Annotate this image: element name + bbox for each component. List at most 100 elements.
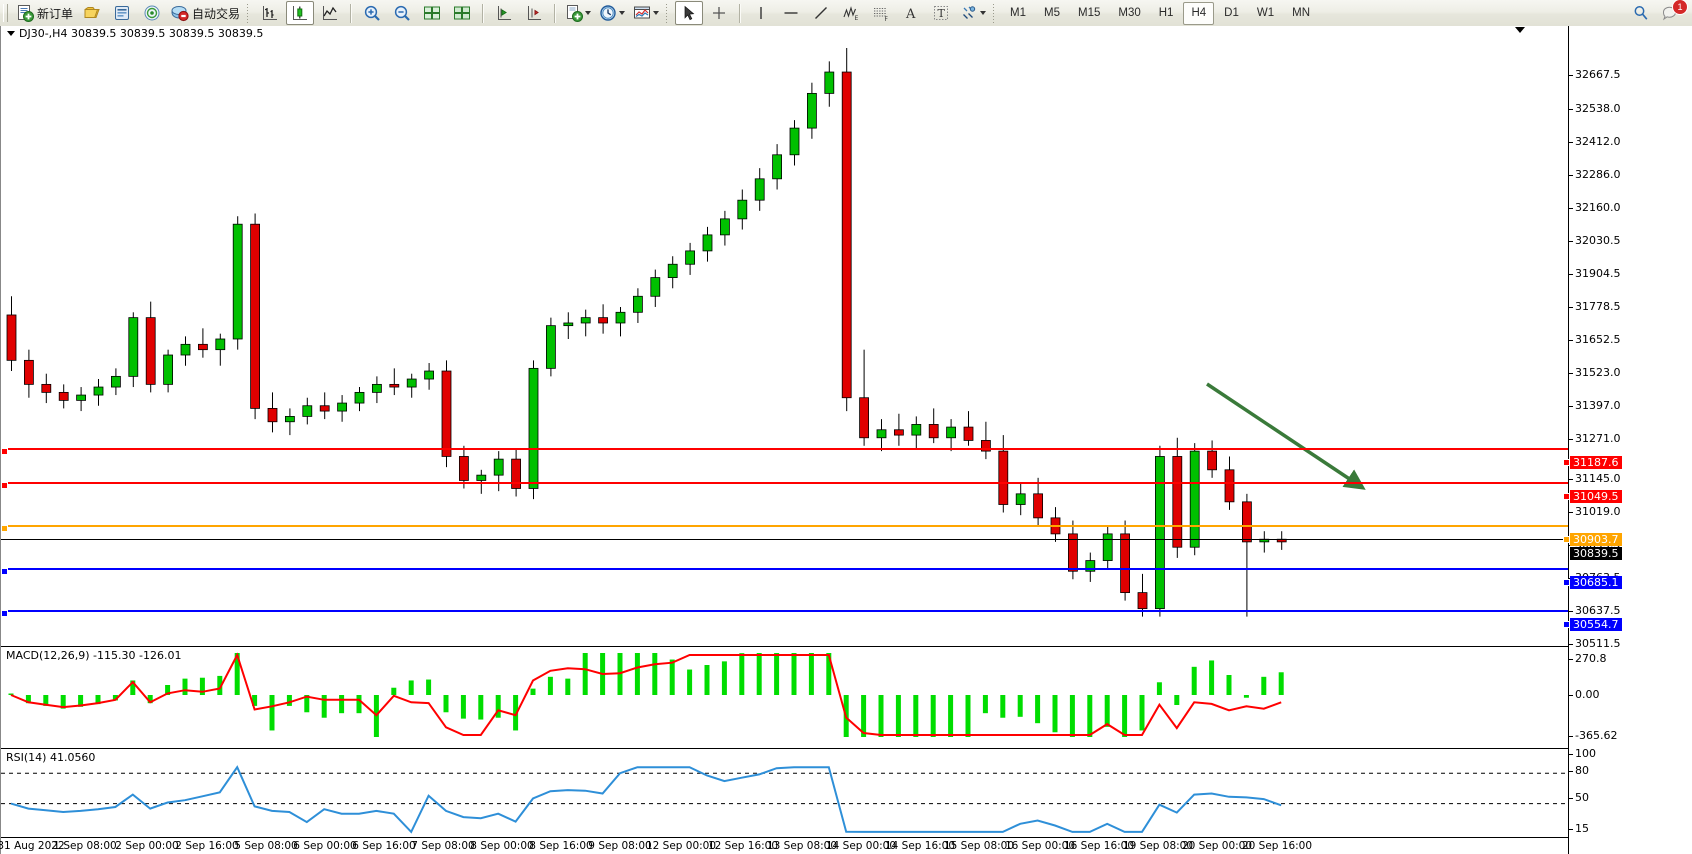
price-tick: 31523.0 (1569, 366, 1621, 379)
chart-shift-button[interactable] (490, 1, 518, 25)
crosshair-button[interactable] (705, 1, 733, 25)
chart-symbol-label: DJ30-,H4 30839.5 30839.5 30839.5 30839.5 (19, 26, 264, 40)
cursor-button[interactable] (675, 1, 704, 25)
toolbar-grip-3[interactable] (665, 3, 670, 23)
zoom-in-icon (364, 5, 380, 21)
auto-trading-label: 自动交易 (192, 6, 241, 21)
fibonacci-button[interactable]: F (867, 1, 895, 25)
support-line-2[interactable] (1, 610, 1569, 617)
auto-trading-button[interactable]: 自动交易 (168, 1, 243, 25)
resistance-2-handle[interactable] (1, 482, 8, 489)
pivot-line[interactable] (1, 525, 1569, 532)
price-pane[interactable] (1, 40, 1569, 646)
tile-windows-button[interactable] (418, 1, 446, 25)
support-1-handle[interactable] (1, 568, 8, 575)
chart-menu-caret-icon[interactable] (7, 30, 15, 36)
signals-button[interactable] (138, 1, 166, 25)
pivot-handle[interactable] (1, 525, 8, 532)
new-chart-button[interactable] (562, 1, 594, 25)
shapes-button[interactable] (957, 1, 989, 25)
chart-window[interactable]: DJ30-,H4 30839.5 30839.5 30839.5 30839.5 (0, 26, 1692, 854)
price-axis[interactable]: 32667.5 32538.0 32412.0 32286.0 32160.0 32030… (1563, 26, 1692, 854)
price-axis-label-support-2[interactable]: 30554.7 (1563, 618, 1622, 631)
line-chart-button[interactable] (316, 1, 344, 25)
resistance-line-1[interactable] (1, 448, 1569, 455)
timeframe-m30[interactable]: M30 (1118, 7, 1141, 19)
shapes-caret-icon[interactable] (980, 11, 987, 15)
search-icon (1634, 6, 1648, 20)
time-axis[interactable]: 31 Aug 2022 1 Sep 08:00 2 Sep 00:00 2 Sep 1… (0, 837, 1569, 854)
rsi-tick: 80 (1569, 764, 1589, 777)
price-tick: 30511.5 (1569, 637, 1621, 650)
price-tick: 32160.0 (1569, 201, 1621, 214)
search-button[interactable] (1627, 1, 1655, 25)
rsi-pane[interactable]: RSI(14) 41.0560 (1, 748, 1569, 843)
timeframe-m5[interactable]: M5 (1044, 7, 1060, 19)
price-axis-label-pivot[interactable]: 30903.7 (1563, 533, 1622, 546)
resistance-1-handle[interactable] (1, 448, 8, 455)
macd-tick: -365.62 (1569, 729, 1617, 742)
price-tick: 32286.0 (1569, 168, 1621, 181)
new-order-button[interactable]: 新订单 (13, 1, 76, 25)
zoom-in-button[interactable] (358, 1, 386, 25)
time-tick: 20 Sep 16:00 (1241, 840, 1313, 852)
bar-chart-button[interactable] (256, 1, 284, 25)
price-tick: 32538.0 (1569, 102, 1621, 115)
price-axis-label-current[interactable]: 30839.5 (1570, 547, 1622, 560)
level-handle[interactable] (1563, 536, 1570, 543)
folder-button[interactable] (78, 1, 106, 25)
level-handle[interactable] (1563, 621, 1570, 628)
time-tick: 12 Sep 00:00 (645, 840, 717, 852)
timeframe-h4[interactable]: H4 (1183, 1, 1215, 25)
rsi-series (1, 765, 1569, 834)
support-line-1[interactable] (1, 568, 1569, 575)
macd-pane[interactable]: MACD(12,26,9) -115.30 -126.01 (1, 646, 1569, 747)
vertical-line-button[interactable] (747, 1, 775, 25)
price-axis-label-support-1[interactable]: 30685.1 (1563, 576, 1622, 589)
timeframe-m1[interactable]: M1 (1010, 7, 1027, 19)
resistance-line-2[interactable] (1, 482, 1569, 489)
price-axis-label-resistance-2[interactable]: 31049.5 (1563, 490, 1622, 503)
timeframe-w1[interactable]: W1 (1256, 7, 1275, 19)
templates-button[interactable] (630, 1, 662, 25)
period-caret-icon[interactable] (619, 11, 626, 15)
support-2-handle[interactable] (1, 610, 8, 617)
folder-icon (84, 7, 100, 18)
time-tick: 16 Sep 16:00 (1063, 840, 1135, 852)
scroll-anchor-caret-icon[interactable] (1515, 27, 1525, 33)
data-window-button[interactable] (448, 1, 476, 25)
templates-caret-icon[interactable] (653, 11, 660, 15)
level-handle[interactable] (1563, 579, 1570, 586)
zoom-out-button[interactable] (388, 1, 416, 25)
time-tick: 6 Sep 00:00 (293, 840, 357, 852)
toolbar-grip-1[interactable] (3, 4, 8, 22)
chat-button[interactable]: 1 (1657, 0, 1688, 25)
macd-tick: 0.00 (1569, 688, 1600, 701)
timeframe-h1[interactable]: H1 (1158, 7, 1174, 19)
time-tick: 12 Sep 16:00 (707, 840, 779, 852)
toolbar-grip-4[interactable] (992, 3, 997, 23)
trendline-button[interactable] (807, 1, 835, 25)
time-tick: 5 Sep 08:00 (234, 840, 298, 852)
level-handle[interactable] (1563, 459, 1570, 466)
horizontal-line-button[interactable] (777, 1, 805, 25)
templates-icon (634, 6, 651, 19)
price-tick: 32030.5 (1569, 234, 1621, 247)
new-chart-caret-icon[interactable] (585, 11, 592, 15)
timeframe-mn[interactable]: MN (1292, 7, 1310, 19)
auto-scroll-button[interactable] (520, 1, 548, 25)
text-button[interactable]: T (927, 1, 955, 25)
elliott-wave-button[interactable]: E (837, 1, 865, 25)
timeframe-m15[interactable]: M15 (1078, 7, 1101, 19)
level-handle[interactable] (1563, 493, 1570, 500)
toolbar-grip-2[interactable] (246, 3, 251, 23)
text-label-button[interactable]: A (897, 1, 925, 25)
terminal-button[interactable] (108, 1, 136, 25)
period-button[interactable] (596, 1, 628, 25)
period-icon (600, 5, 616, 21)
time-tick: 15 Sep 08:00 (943, 840, 1015, 852)
price-axis-label-resistance-1[interactable]: 31187.6 (1563, 456, 1622, 469)
timeframe-d1[interactable]: D1 (1224, 7, 1239, 19)
candlestick-chart-button[interactable] (286, 1, 315, 25)
toolbar-separator-2 (482, 3, 485, 23)
